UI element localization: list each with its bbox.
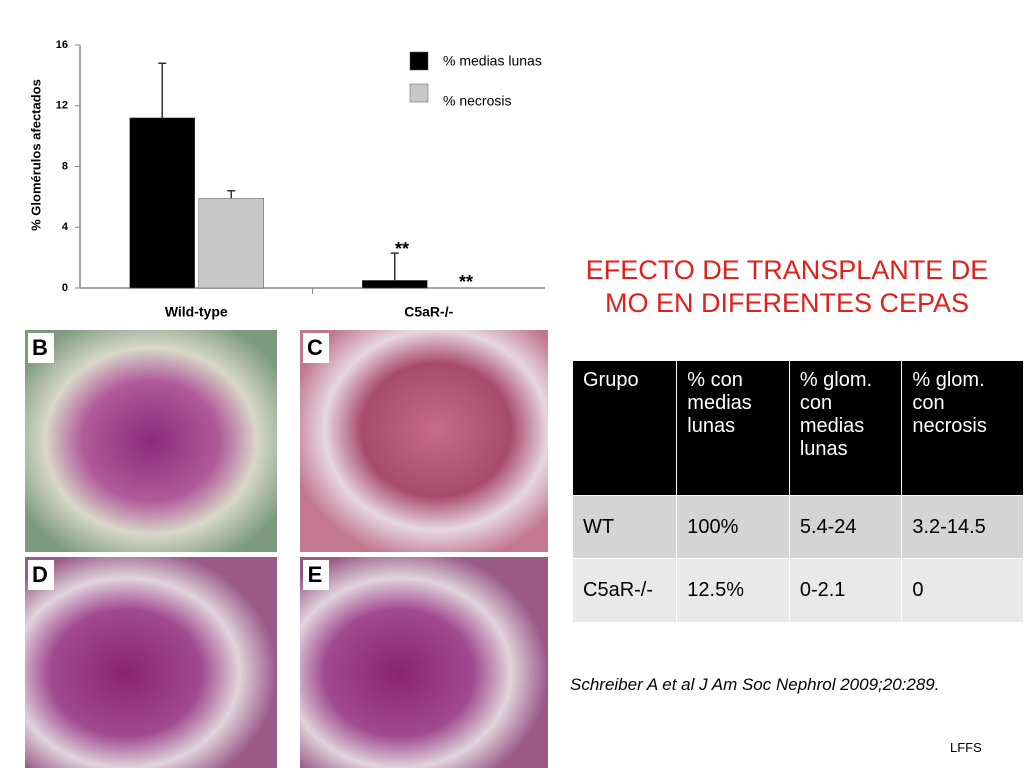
- micrograph: [25, 557, 277, 768]
- header-cell: % glom. con necrosis: [901, 360, 1024, 496]
- legend-label: % medias lunas: [443, 53, 542, 69]
- micrograph: [300, 330, 548, 552]
- header-cell: Grupo: [571, 360, 678, 496]
- table-cell: 0: [901, 558, 1024, 623]
- panel-label: B: [32, 335, 48, 360]
- y-tick-label: 12: [56, 100, 68, 112]
- footer: LFFS: [950, 740, 982, 755]
- error-bar: [390, 252, 399, 281]
- y-tick-label: 0: [62, 282, 68, 294]
- legend-swatch: [409, 83, 429, 103]
- error-bar: [158, 62, 167, 118]
- legend-label: % necrosis: [443, 93, 511, 109]
- panel-label-bg: [303, 333, 329, 363]
- x-tick-label: C5aR-/-: [404, 304, 453, 320]
- panel-label: C: [307, 335, 323, 360]
- panel-label-bg: [28, 333, 54, 363]
- table-row: C5aR-/- 12.5% 0-2.1 0: [571, 558, 1024, 623]
- bar: [129, 117, 195, 289]
- x-tick-label: Wild-type: [165, 304, 228, 320]
- table-cell: 12.5%: [676, 558, 790, 623]
- error-bar: [227, 190, 236, 199]
- header-row: Grupo% con medias lunas% glom. con media…: [571, 360, 1024, 496]
- table-cell: 100%: [676, 495, 790, 559]
- micrograph: [300, 557, 548, 768]
- table-cell: WT: [571, 495, 678, 559]
- significance-mark: **: [395, 239, 409, 259]
- panel-label-bg: [303, 560, 329, 590]
- bar: [362, 280, 428, 289]
- citation: Schreiber A et al J Am Soc Nephrol 2009;…: [570, 675, 940, 694]
- bar: [198, 198, 264, 289]
- slide-title: EFECTO DE TRANSPLANTE DE MO EN DIFERENTE…: [585, 255, 989, 318]
- y-tick-label: 8: [62, 160, 68, 172]
- header-cell: % con medias lunas: [676, 360, 790, 496]
- table-row: WT 100% 5.4-24 3.2-14.5: [571, 495, 1024, 559]
- table-cell: 5.4-24: [788, 495, 903, 559]
- y-tick-label: 16: [56, 39, 68, 51]
- significance-mark: **: [459, 272, 473, 292]
- panel-label: D: [32, 562, 48, 587]
- table-cell: 0-2.1: [788, 558, 903, 623]
- panel-label-bg: [28, 560, 54, 590]
- panel-label: E: [308, 562, 323, 587]
- header-cell: % glom. con medias lunas: [788, 360, 903, 496]
- y-tick-label: 4: [62, 221, 69, 233]
- table-cell: 3.2-14.5: [901, 495, 1024, 559]
- micrograph: [25, 330, 277, 552]
- results-table: Grupo% con medias lunas% glom. con media…: [571, 360, 1024, 623]
- legend-swatch: [409, 51, 429, 71]
- table-cell: C5aR-/-: [571, 558, 678, 623]
- y-axis-label: % Glomérulos afectados: [28, 79, 43, 231]
